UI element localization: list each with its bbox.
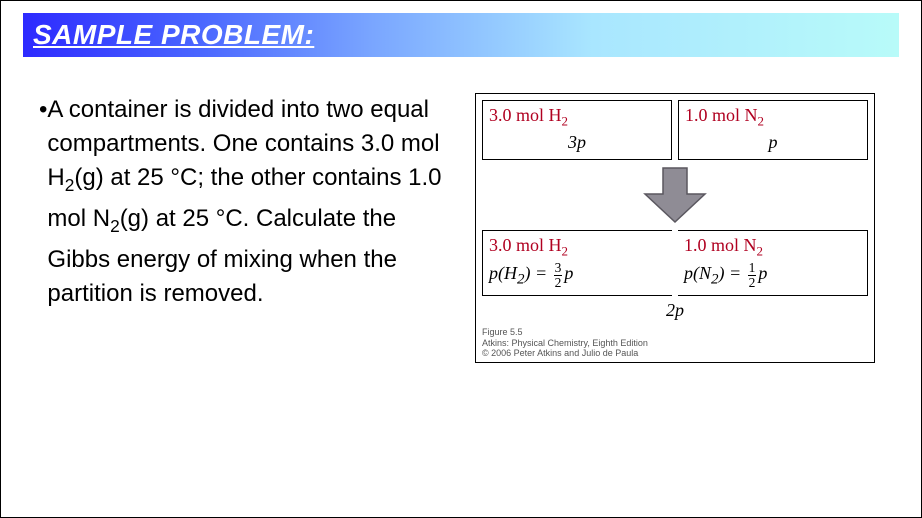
top-right-pressure: p <box>685 132 861 153</box>
top-left-pressure: 3p <box>489 132 665 153</box>
bottom-left-head: 3.0 mol H2 <box>489 235 666 260</box>
top-left-compartment: 3.0 mol H2 3p <box>482 100 672 160</box>
top-right-compartment: 1.0 mol N2 p <box>678 100 868 160</box>
figure-column: 3.0 mol H2 3p 1.0 mol N2 p 3.0 mol <box>475 93 897 363</box>
caption-line: © 2006 Peter Atkins and Julio de Paula <box>482 348 868 358</box>
bullet-marker: • <box>35 93 47 311</box>
arrow-container <box>482 160 868 230</box>
bottom-left-pressure: p(H2) = 32p <box>489 261 666 289</box>
figure-top-row: 3.0 mol H2 3p 1.0 mol N2 p <box>482 100 868 160</box>
bullet-text: A container is divided into two equal co… <box>47 93 455 311</box>
slide-title: SAMPLE PROBLEM: <box>33 19 314 51</box>
slide: SAMPLE PROBLEM: • A container is divided… <box>0 0 922 518</box>
text-column: • A container is divided into two equal … <box>35 93 455 363</box>
figure-bottom-row: 3.0 mol H2 p(H2) = 32p 1.0 mol N2 p(N2) … <box>482 230 868 297</box>
caption-line: Atkins: Physical Chemistry, Eighth Editi… <box>482 338 868 348</box>
slide-body: • A container is divided into two equal … <box>35 93 897 363</box>
bottom-left-compartment: 3.0 mol H2 p(H2) = 32p <box>482 230 672 297</box>
combined-pressure: 2p <box>482 296 868 321</box>
bullet-item: • A container is divided into two equal … <box>35 93 455 311</box>
bottom-right-compartment: 1.0 mol N2 p(N2) = 12p <box>678 230 868 297</box>
caption-line: Figure 5.5 <box>482 327 868 337</box>
figure-caption: Figure 5.5 Atkins: Physical Chemistry, E… <box>482 321 868 358</box>
top-right-head: 1.0 mol N2 <box>685 105 861 130</box>
bottom-right-head: 1.0 mol N2 <box>684 235 861 260</box>
title-bar: SAMPLE PROBLEM: <box>23 13 899 57</box>
down-arrow-icon <box>635 164 715 226</box>
bottom-right-pressure: p(N2) = 12p <box>684 261 861 289</box>
figure: 3.0 mol H2 3p 1.0 mol N2 p 3.0 mol <box>475 93 875 363</box>
top-left-head: 3.0 mol H2 <box>489 105 665 130</box>
